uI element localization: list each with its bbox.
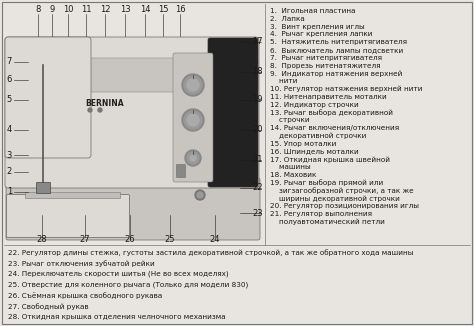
Circle shape <box>187 114 199 126</box>
Circle shape <box>182 109 204 131</box>
Text: 4: 4 <box>7 126 12 135</box>
Circle shape <box>185 150 201 166</box>
Text: строчки: строчки <box>270 117 310 123</box>
Text: полуавтоматический петли: полуавтоматический петли <box>270 219 385 225</box>
Text: 18. Маховик: 18. Маховик <box>270 172 316 178</box>
FancyBboxPatch shape <box>25 192 120 198</box>
Text: 12. Индикатор строчки: 12. Индикатор строчки <box>270 102 359 108</box>
Text: 6.  Выключатель лампы подсветки: 6. Выключатель лампы подсветки <box>270 47 403 53</box>
Text: 14. Рычаг включения/отключения: 14. Рычаг включения/отключения <box>270 125 399 131</box>
Text: 5.  Натяжитель нитепритягивателя: 5. Натяжитель нитепритягивателя <box>270 39 407 45</box>
Circle shape <box>184 111 202 129</box>
Text: 15: 15 <box>158 6 168 14</box>
Text: 2.  Лапка: 2. Лапка <box>270 16 305 22</box>
Text: декоративной строчки: декоративной строчки <box>270 133 366 139</box>
Text: 14: 14 <box>140 6 150 14</box>
Text: 19. Рычаг выбора прямой или: 19. Рычаг выбора прямой или <box>270 180 383 186</box>
Text: машины: машины <box>270 164 311 170</box>
Text: 18: 18 <box>252 67 263 77</box>
Text: 26. Съёмная крышка свободного рукава: 26. Съёмная крышка свободного рукава <box>8 292 162 299</box>
Text: 13. Рычаг выбора декоративной: 13. Рычаг выбора декоративной <box>270 110 393 116</box>
Text: 21: 21 <box>253 156 263 165</box>
Text: 4.  Рычаг крепления лапки: 4. Рычаг крепления лапки <box>270 31 373 37</box>
Text: 9: 9 <box>49 6 55 14</box>
Text: 20: 20 <box>253 126 263 135</box>
Text: 16. Шпиндель моталки: 16. Шпиндель моталки <box>270 148 359 155</box>
FancyBboxPatch shape <box>7 195 129 238</box>
Text: 8: 8 <box>35 6 41 14</box>
Circle shape <box>190 155 196 161</box>
Text: 22: 22 <box>253 184 263 192</box>
Text: 5: 5 <box>7 96 12 105</box>
Text: 28. Откидная крышка отделения челночного механизма: 28. Откидная крышка отделения челночного… <box>8 314 226 320</box>
FancyBboxPatch shape <box>176 165 185 177</box>
Text: BERNINA: BERNINA <box>86 98 124 108</box>
Text: 10. Регулятор натяжения верхней нити: 10. Регулятор натяжения верхней нити <box>270 86 422 93</box>
Text: 17: 17 <box>252 37 263 47</box>
FancyBboxPatch shape <box>36 183 51 194</box>
Text: 8.  Прорезь нитенатяжителя: 8. Прорезь нитенатяжителя <box>270 63 381 68</box>
Text: 27: 27 <box>80 235 91 244</box>
Text: 19: 19 <box>253 96 263 105</box>
Text: 11. Нитенаправитель моталки: 11. Нитенаправитель моталки <box>270 94 387 100</box>
Text: 25: 25 <box>165 235 175 244</box>
Text: 2: 2 <box>7 168 12 176</box>
Text: 9.  Индикатор натяжения верхней: 9. Индикатор натяжения верхней <box>270 70 402 77</box>
Circle shape <box>187 79 199 91</box>
Circle shape <box>182 74 204 96</box>
Text: 15. Упор моталки: 15. Упор моталки <box>270 141 337 147</box>
Text: 21. Регулятор выполнения: 21. Регулятор выполнения <box>270 211 372 217</box>
Text: 7: 7 <box>7 57 12 67</box>
Text: 23: 23 <box>252 209 263 217</box>
Text: 3.  Винт крепления иглы: 3. Винт крепления иглы <box>270 23 365 30</box>
Circle shape <box>197 192 203 198</box>
Text: 28: 28 <box>36 235 47 244</box>
Text: 11: 11 <box>81 6 91 14</box>
Circle shape <box>184 76 202 94</box>
Text: 20. Регулятор позиционирования иглы: 20. Регулятор позиционирования иглы <box>270 203 419 209</box>
Text: 24: 24 <box>210 235 220 244</box>
Circle shape <box>187 152 199 164</box>
Text: 25. Отверстие для коленного рычага (Только для модели 830): 25. Отверстие для коленного рычага (Толь… <box>8 281 248 288</box>
Text: 13: 13 <box>120 6 130 14</box>
FancyBboxPatch shape <box>6 58 258 92</box>
Text: зигзагообразной строчки, а так же: зигзагообразной строчки, а так же <box>270 187 414 194</box>
Text: 12: 12 <box>100 6 110 14</box>
FancyBboxPatch shape <box>208 38 258 187</box>
Text: 17. Откидная крышка швейной: 17. Откидная крышка швейной <box>270 156 390 163</box>
Text: 1: 1 <box>7 187 12 197</box>
Text: 3: 3 <box>7 151 12 159</box>
FancyBboxPatch shape <box>173 53 213 182</box>
Text: 24. Переключатель скорости шитья (Не во всех моделях): 24. Переключатель скорости шитья (Не во … <box>8 271 228 277</box>
Circle shape <box>195 190 205 200</box>
Text: 27. Свободный рукав: 27. Свободный рукав <box>8 303 89 310</box>
Text: 10: 10 <box>63 6 73 14</box>
Text: 22. Регулятор длины стежка, густоты застила декоративной строчкой, а так же обра: 22. Регулятор длины стежка, густоты заст… <box>8 249 413 256</box>
Text: 23. Рычаг отключения зубчатой рейки: 23. Рычаг отключения зубчатой рейки <box>8 260 155 267</box>
Text: 16: 16 <box>175 6 185 14</box>
FancyBboxPatch shape <box>5 37 91 158</box>
Text: 26: 26 <box>125 235 135 244</box>
Text: нити: нити <box>270 78 298 84</box>
FancyBboxPatch shape <box>6 178 260 240</box>
Text: 6: 6 <box>7 76 12 84</box>
FancyBboxPatch shape <box>5 37 259 188</box>
Text: 7.  Рычаг нитепритягивателя: 7. Рычаг нитепритягивателя <box>270 55 382 61</box>
Text: 1.  Игольная пластина: 1. Игольная пластина <box>270 8 356 14</box>
Text: ширины декоративной строчки: ширины декоративной строчки <box>270 195 400 202</box>
Circle shape <box>88 108 92 112</box>
Circle shape <box>98 108 102 112</box>
